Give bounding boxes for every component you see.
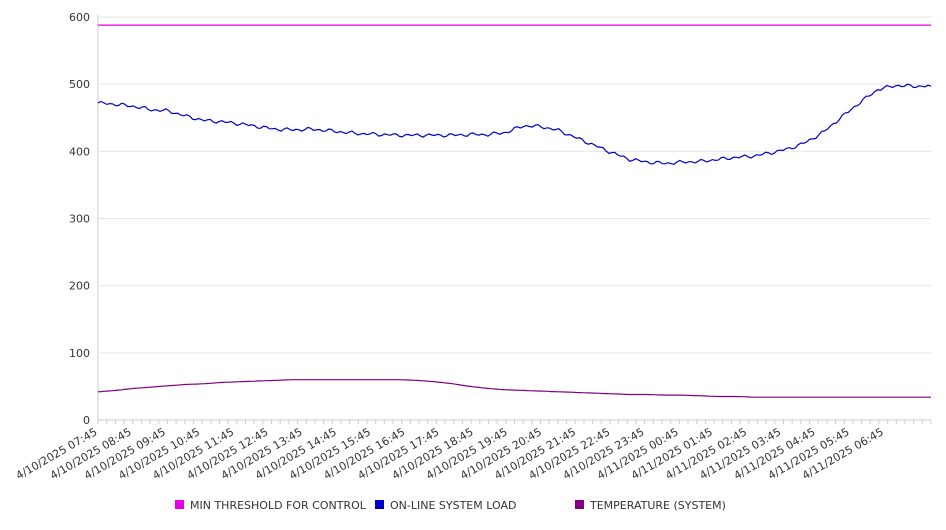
legend-swatch — [575, 500, 584, 509]
legend-label: ON-LINE SYSTEM LOAD — [390, 499, 516, 512]
y-tick-label: 500 — [69, 78, 90, 91]
series-lines — [97, 24, 932, 398]
y-tick-label: 600 — [69, 11, 90, 24]
series-line-2 — [97, 379, 931, 398]
y-tick-label: 200 — [69, 280, 90, 293]
axes — [97, 15, 932, 424]
x-axis-tick-labels: 4/10/2025 07:454/10/2025 08:454/10/2025 … — [14, 425, 886, 482]
legend-swatch — [175, 500, 184, 509]
y-tick-label: 0 — [83, 414, 90, 427]
y-tick-label: 400 — [69, 145, 90, 158]
legend-swatch — [375, 500, 384, 509]
legend-label: TEMPERATURE (SYSTEM) — [589, 499, 726, 512]
grid-lines — [98, 16, 931, 354]
legend: MIN THRESHOLD FOR CONTROL ON-LINE SYSTEM … — [175, 499, 726, 512]
legend-label: MIN THRESHOLD FOR CONTROL — [190, 499, 367, 512]
y-axis-tick-labels: 0 100 200 300 400 500 600 — [69, 11, 90, 427]
y-tick-label: 100 — [69, 347, 90, 360]
series-line-1 — [97, 83, 932, 165]
y-tick-label: 300 — [69, 213, 90, 226]
